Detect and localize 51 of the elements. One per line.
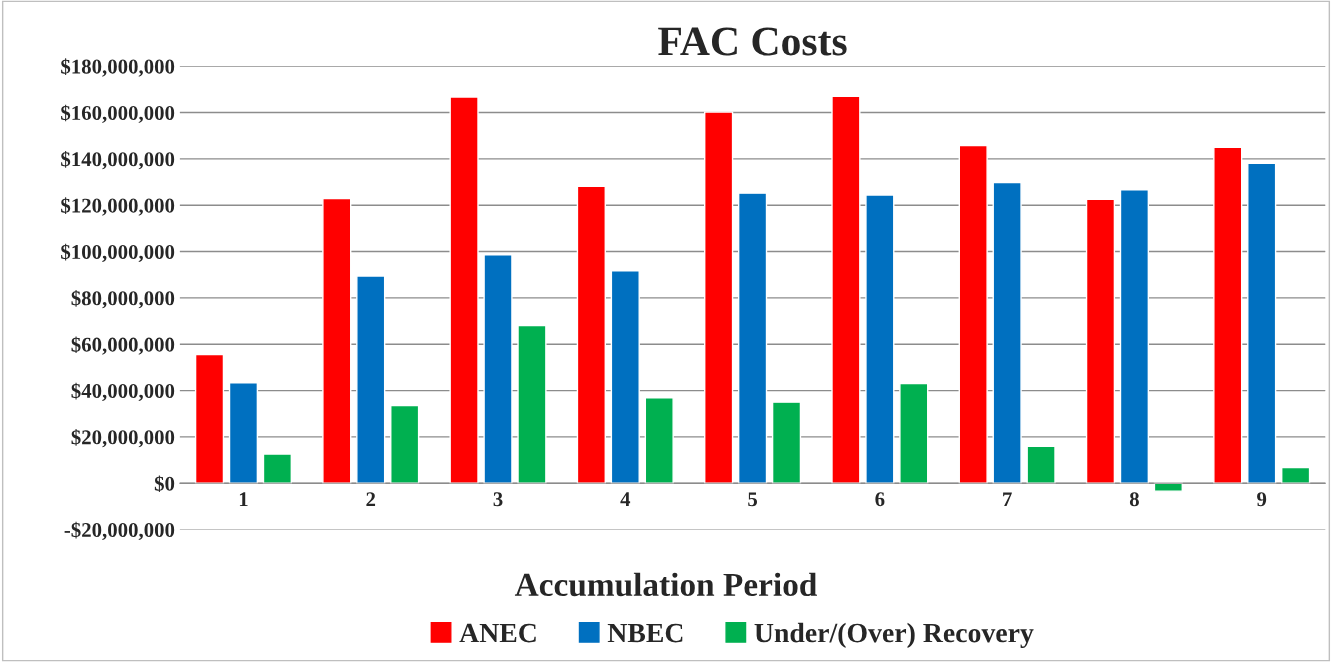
bar (1281, 466, 1311, 484)
bar (704, 111, 734, 484)
y-tick-label: -$20,000,000 (64, 521, 175, 541)
bar (1085, 198, 1116, 484)
bar (194, 353, 225, 484)
legend-label: NBEC (607, 623, 683, 643)
bar (322, 197, 352, 484)
x-tick-label: 4 (620, 492, 631, 507)
x-tick-label: 5 (748, 492, 758, 507)
y-tick-label: $40,000,000 (71, 382, 175, 402)
bar (262, 453, 293, 484)
legend-label: ANEC (459, 623, 536, 643)
bar (1026, 445, 1056, 484)
x-tick-label: 9 (1257, 492, 1267, 507)
y-tick-label: $60,000,000 (71, 336, 175, 355)
y-tick-label: $140,000,000 (61, 151, 175, 170)
y-tick-label: $20,000,000 (71, 429, 175, 448)
x-tick-label: 7 (1003, 492, 1012, 507)
bar (1119, 189, 1150, 484)
bar (771, 401, 802, 484)
y-tick-label: $120,000,000 (61, 197, 175, 216)
bar (958, 144, 988, 484)
bar (356, 275, 386, 484)
bar (1247, 162, 1277, 484)
y-tick-label: $160,000,000 (61, 104, 175, 123)
bar (610, 270, 640, 484)
y-tick-label: $180,000,000 (61, 58, 175, 77)
y-tick-label: $100,000,000 (61, 243, 175, 263)
bar (576, 185, 606, 484)
y-tick-label: $80,000,000 (71, 290, 175, 309)
bar (483, 254, 513, 484)
bar (831, 95, 861, 484)
bar (449, 96, 479, 484)
bar (899, 382, 929, 484)
bar (517, 324, 547, 484)
bar (228, 382, 259, 484)
bar (390, 404, 420, 484)
legend-label: Under/(Over) Recovery (754, 622, 1034, 649)
bar (644, 397, 674, 484)
bar (737, 192, 768, 484)
x-tick-label: 3 (493, 492, 503, 507)
bar (865, 194, 895, 484)
bar (1213, 146, 1243, 484)
x-tick-label: 6 (875, 492, 885, 507)
y-tick-label: $0 (154, 475, 175, 493)
x-tick-label: 1 (239, 492, 248, 507)
x-tick-label: 2 (366, 492, 376, 507)
x-tick-label: 8 (1129, 492, 1139, 507)
bar (992, 181, 1022, 484)
chart-title: FAC Costs (658, 27, 847, 56)
x-axis-title: Accumulation Period (514, 572, 818, 597)
